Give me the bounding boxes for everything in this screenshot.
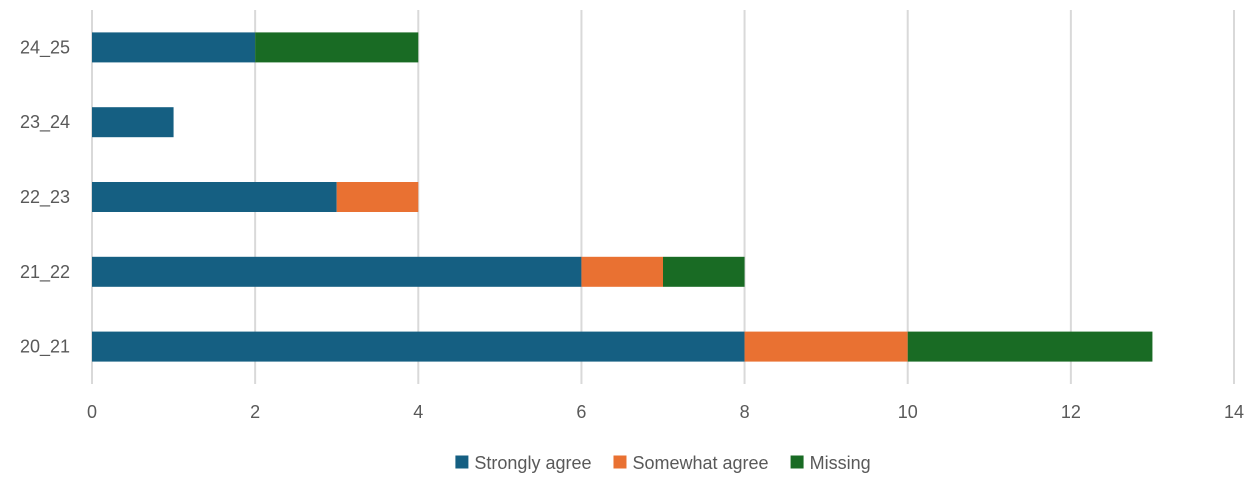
bar-24_25-missing [255, 32, 419, 63]
legend: Strongly agree Somewhat agree Missing [455, 453, 871, 473]
x-tick-label: 14 [1224, 402, 1244, 422]
y-axis-labels: 24_25 23_24 22_23 21_22 20_21 [20, 37, 70, 357]
legend-label: Missing [810, 453, 871, 473]
bar-21_22-somewhat-agree [581, 256, 663, 287]
x-tick-label: 6 [576, 402, 586, 422]
y-tick-label: 23_24 [20, 112, 70, 133]
bar-21_22-missing [663, 256, 745, 287]
bar-20_21-somewhat-agree [744, 331, 908, 362]
legend-swatch [455, 455, 469, 469]
legend-item-somewhat-agree: Somewhat agree [613, 453, 769, 473]
x-tick-label: 8 [740, 402, 750, 422]
x-tick-label: 12 [1061, 402, 1081, 422]
y-tick-label: 24_25 [20, 37, 70, 58]
x-tick-label: 2 [250, 402, 260, 422]
legend-label: Strongly agree [474, 453, 591, 473]
bar-20_21-strongly-agree [92, 331, 745, 362]
legend-item-missing: Missing [790, 453, 871, 473]
bar-20_21-missing [907, 331, 1153, 362]
bars [92, 32, 1153, 362]
bar-23_24-strongly-agree [92, 107, 174, 138]
x-tick-label: 10 [898, 402, 918, 422]
legend-swatch [613, 455, 627, 469]
legend-item-strongly-agree: Strongly agree [455, 453, 591, 473]
x-tick-label: 4 [413, 402, 423, 422]
x-tick-label: 0 [87, 402, 97, 422]
y-tick-label: 20_21 [20, 337, 70, 358]
bar-22_23-strongly-agree [92, 182, 337, 212]
y-tick-label: 21_22 [20, 262, 70, 283]
bar-22_23-somewhat-agree [336, 182, 419, 212]
bar-21_22-strongly-agree [92, 256, 582, 287]
y-tick-label: 22_23 [20, 187, 70, 208]
legend-label: Somewhat agree [632, 453, 768, 473]
x-axis-labels: 0 2 4 6 8 10 12 14 [87, 402, 1244, 422]
legend-swatch [790, 455, 804, 469]
bar-24_25-strongly-agree [92, 32, 256, 63]
